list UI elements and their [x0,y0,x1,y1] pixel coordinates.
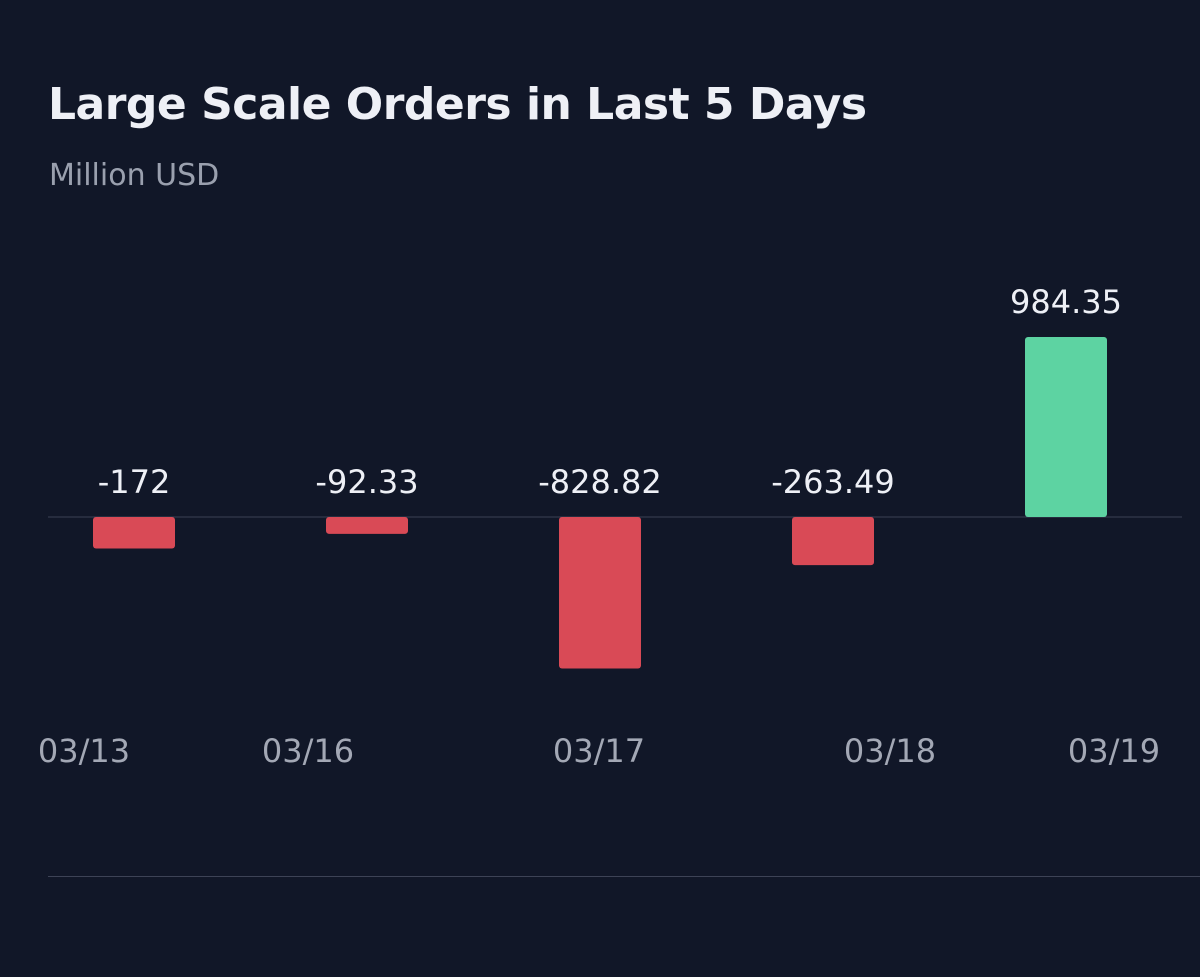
x-tick-label: 03/18 [844,732,936,770]
value-label: -172 [98,463,171,501]
bar-03-13 [93,517,175,549]
value-label: -263.49 [771,463,895,501]
x-tick-label: 03/17 [553,732,645,770]
bar-03-17 [559,517,641,669]
x-tick-label: 03/19 [1068,732,1160,770]
value-label: -92.33 [315,463,418,501]
bottom-divider [48,876,1200,877]
bar-03-18 [792,517,874,566]
bar-03-16 [326,517,408,534]
chart-subtitle: Million USD [49,158,220,193]
bar-03-19 [1025,337,1107,517]
value-label: -828.82 [538,463,662,501]
x-tick-label: 03/16 [262,732,354,770]
x-tick-label: 03/13 [38,732,130,770]
value-label: 984.35 [1010,283,1122,321]
chart-title: Large Scale Orders in Last 5 Days [48,79,867,130]
